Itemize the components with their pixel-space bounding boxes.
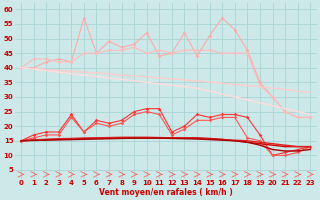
X-axis label: Vent moyen/en rafales ( km/h ): Vent moyen/en rafales ( km/h ) [99,188,233,197]
